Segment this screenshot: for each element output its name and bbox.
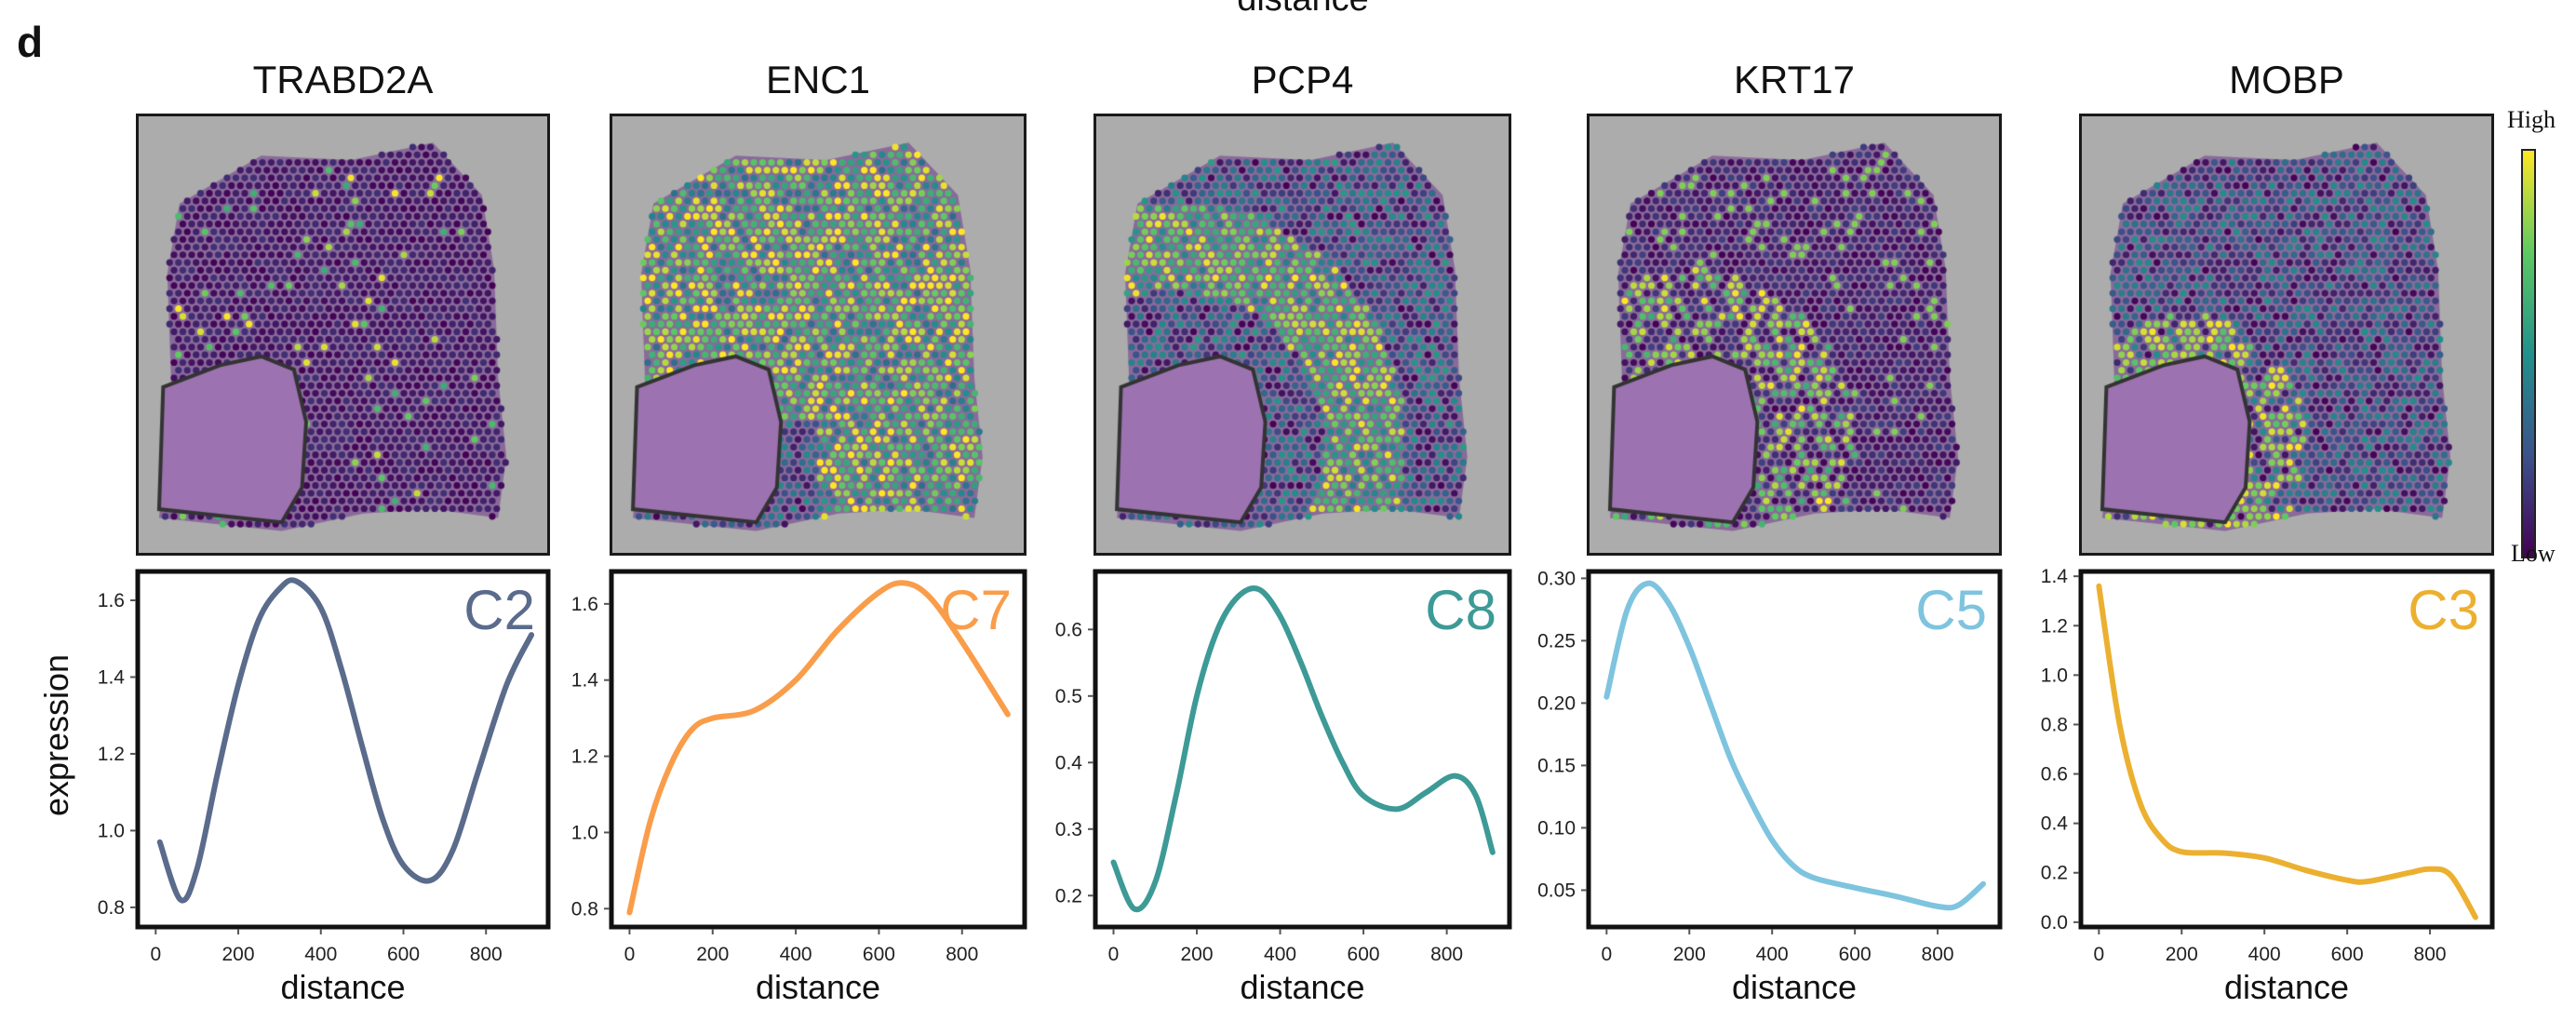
- y-tick-label: 0.4: [1055, 752, 1083, 773]
- x-tick-label: 600: [863, 944, 895, 965]
- x-tick-label: 0: [1602, 944, 1613, 965]
- y-tick-label: 0.6: [1055, 619, 1082, 640]
- cluster-label: C5: [1915, 579, 1987, 641]
- y-tick-label: 1.2: [2041, 615, 2068, 637]
- line-chart: 0 200 400 600 800 0.2 0.3 0.4 0.5 0.6 C8: [1055, 569, 1512, 965]
- y-tick-label: 0.25: [1537, 630, 1576, 652]
- x-tick-label: 800: [2414, 944, 2447, 965]
- y-tick-label: 1.0: [98, 820, 125, 841]
- x-axis-label: distance: [280, 968, 406, 1006]
- spatial-expression-map: [2079, 114, 2494, 556]
- y-tick-label: 1.4: [571, 670, 599, 692]
- expression-curve: [2096, 583, 2478, 920]
- y-tick-label: 0.10: [1537, 817, 1576, 839]
- y-tick-label: 0.0: [2041, 912, 2068, 934]
- gene-title: TRABD2A: [252, 58, 434, 101]
- x-tick-label: 800: [1430, 944, 1463, 965]
- gene-title: PCP4: [1251, 58, 1354, 101]
- y-tick-label: 1.6: [571, 594, 598, 615]
- gene-title: KRT17: [1734, 58, 1855, 101]
- line-chart: 0 200 400 600 800 0.05 0.10 0.15 0.20 0.25 0.30 C5: [1537, 568, 2003, 965]
- y-tick-label: 0.8: [2041, 714, 2068, 735]
- x-axis-label: distance: [755, 968, 881, 1006]
- x-tick-label: 600: [387, 944, 420, 965]
- spatial-expression-map: [1093, 114, 1511, 556]
- x-tick-label: 600: [2331, 944, 2364, 965]
- y-tick-label: 0.6: [2041, 764, 2068, 786]
- y-tick-label: 0.05: [1537, 880, 1576, 901]
- x-tick-label: 800: [1922, 944, 1954, 965]
- line-chart: 0 200 400 600 800 0.0 0.2 0.4 0.6 0.8 1.0 1.2 1.4 C3: [2041, 566, 2495, 965]
- x-tick-label: 400: [1756, 944, 1789, 965]
- x-tick-label: 200: [222, 944, 255, 965]
- spatial-expression-map: [610, 114, 1026, 556]
- x-axis-label: distance: [1731, 968, 1858, 1006]
- y-axis-label: expression: [37, 653, 75, 817]
- x-tick-label: 200: [696, 944, 729, 965]
- x-tick-label: 400: [780, 944, 812, 965]
- y-tick-label: 0.20: [1537, 692, 1576, 714]
- y-tick-label: 0.30: [1537, 568, 1576, 589]
- y-tick-label: 1.2: [571, 746, 598, 768]
- y-tick-label: 1.0: [571, 822, 598, 843]
- colorbar-low-label: Low: [2511, 540, 2556, 567]
- y-tick-label: 0.15: [1537, 755, 1576, 776]
- x-tick-label: 0: [150, 944, 161, 965]
- y-tick-label: 1.6: [98, 590, 125, 611]
- y-tick-label: 1.0: [2041, 665, 2068, 686]
- y-tick-label: 1.2: [98, 744, 125, 765]
- expression-curve: [626, 580, 1011, 916]
- y-tick-label: 0.3: [1055, 819, 1082, 840]
- expression-curve: [1110, 585, 1496, 913]
- top-axis-label-cut: distance: [1210, 0, 1396, 20]
- expression-curve: [1603, 580, 1986, 911]
- colorbar: [2521, 149, 2536, 558]
- y-tick-label: 0.8: [571, 898, 598, 920]
- x-tick-label: 0: [624, 944, 636, 965]
- x-tick-label: 400: [2248, 944, 2281, 965]
- x-axis-label: distance: [1240, 968, 1365, 1006]
- x-tick-label: 800: [470, 944, 503, 965]
- x-tick-label: 200: [1673, 944, 1706, 965]
- y-tick-label: 1.4: [98, 666, 126, 688]
- x-tick-label: 0: [2094, 944, 2105, 965]
- x-tick-label: 800: [946, 944, 978, 965]
- cluster-label: C3: [2408, 579, 2479, 641]
- x-tick-label: 600: [1839, 944, 1872, 965]
- y-tick-label: 1.4: [2041, 566, 2069, 587]
- x-tick-label: 200: [1180, 944, 1213, 965]
- cluster-label: C7: [940, 579, 1012, 641]
- x-axis-label: distance: [2223, 968, 2350, 1006]
- spatial-expression-map: [1587, 114, 2002, 556]
- cluster-label: C2: [463, 579, 535, 641]
- gene-title: ENC1: [765, 58, 871, 101]
- y-tick-label: 0.2: [1055, 885, 1082, 907]
- line-chart: 0 200 400 600 800 0.8 1.0 1.2 1.4 1.6 C2: [98, 569, 551, 965]
- y-tick-label: 0.2: [2041, 863, 2068, 884]
- panel-letter: d: [17, 18, 44, 66]
- expression-curve: [156, 577, 535, 904]
- x-tick-label: 400: [304, 944, 337, 965]
- colorbar-high-label: High: [2507, 106, 2556, 133]
- y-tick-label: 0.5: [1055, 686, 1082, 707]
- spatial-expression-map: [136, 114, 550, 556]
- x-tick-label: 0: [1108, 944, 1120, 965]
- x-tick-label: 600: [1348, 944, 1380, 965]
- y-tick-label: 0.4: [2041, 813, 2069, 835]
- plot-frame: [1093, 569, 1512, 930]
- line-chart: 0 200 400 600 800 0.8 1.0 1.2 1.4 1.6 C7: [571, 569, 1027, 965]
- y-tick-label: 0.8: [98, 897, 125, 919]
- x-tick-label: 400: [1264, 944, 1296, 965]
- x-tick-label: 200: [2166, 944, 2198, 965]
- cluster-label: C8: [1425, 579, 1496, 641]
- gene-title: MOBP: [2229, 58, 2344, 101]
- plot-frame: [135, 569, 551, 930]
